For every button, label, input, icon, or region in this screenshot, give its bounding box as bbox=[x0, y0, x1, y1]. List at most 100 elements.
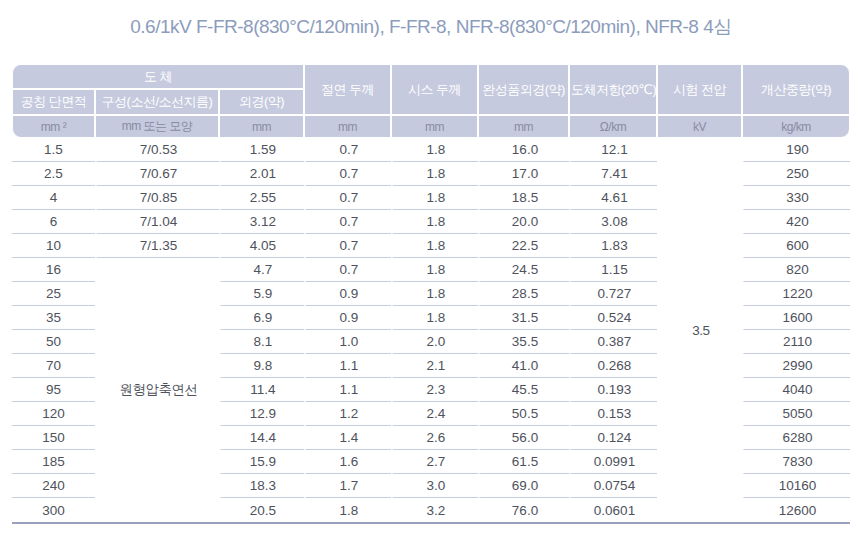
cell-sheath-thickness: 1.8 bbox=[391, 210, 478, 234]
cell-finished-od: 35.5 bbox=[478, 330, 569, 354]
cell-insulation-thickness: 0.9 bbox=[304, 282, 391, 306]
cell-sheath-thickness: 1.8 bbox=[391, 162, 478, 186]
cell-conductor-resistance: 0.193 bbox=[569, 378, 657, 402]
cell-finished-od: 17.0 bbox=[478, 162, 569, 186]
cell-nominal-area: 150 bbox=[12, 426, 95, 450]
cell-finished-od: 28.5 bbox=[478, 282, 569, 306]
cell-nominal-area: 4 bbox=[12, 186, 95, 210]
header-conductor-group: 도 체 bbox=[12, 64, 304, 89]
cell-insulation-thickness: 1.7 bbox=[304, 474, 391, 498]
cell-insulation-thickness: 1.1 bbox=[304, 354, 391, 378]
cell-approx-weight: 6280 bbox=[742, 426, 850, 450]
cell-approx-weight: 1600 bbox=[742, 306, 850, 330]
cell-finished-od: 50.5 bbox=[478, 402, 569, 426]
cell-nominal-area: 50 bbox=[12, 330, 95, 354]
cell-conductor-resistance: 3.08 bbox=[569, 210, 657, 234]
cell-nominal-area: 120 bbox=[12, 402, 95, 426]
unit-conductor-resistance: Ω/km bbox=[569, 115, 657, 138]
cell-outer-diameter: 2.01 bbox=[219, 162, 304, 186]
cell-insulation-thickness: 1.4 bbox=[304, 426, 391, 450]
cell-composition: 7/0.67 bbox=[95, 162, 219, 186]
cell-sheath-thickness: 1.8 bbox=[391, 258, 478, 282]
cell-insulation-thickness: 0.7 bbox=[304, 210, 391, 234]
cell-insulation-thickness: 1.1 bbox=[304, 378, 391, 402]
cell-finished-od: 20.0 bbox=[478, 210, 569, 234]
cell-insulation-thickness: 1.6 bbox=[304, 450, 391, 474]
cell-conductor-resistance: 0.727 bbox=[569, 282, 657, 306]
cell-sheath-thickness: 2.6 bbox=[391, 426, 478, 450]
cell-finished-od: 31.5 bbox=[478, 306, 569, 330]
cell-insulation-thickness: 0.9 bbox=[304, 306, 391, 330]
cell-finished-od: 69.0 bbox=[478, 474, 569, 498]
cell-outer-diameter: 20.5 bbox=[219, 498, 304, 522]
cell-conductor-resistance: 7.41 bbox=[569, 162, 657, 186]
cell-nominal-area: 70 bbox=[12, 354, 95, 378]
cell-outer-diameter: 11.4 bbox=[219, 378, 304, 402]
cell-sheath-thickness: 2.7 bbox=[391, 450, 478, 474]
cell-outer-diameter: 2.55 bbox=[219, 186, 304, 210]
cell-conductor-resistance: 4.61 bbox=[569, 186, 657, 210]
header-approx-weight: 개산중량(약) bbox=[742, 64, 850, 115]
header-conductor-resistance: 도체저항(20℃) bbox=[569, 64, 657, 115]
header-outer-diameter: 외경(약) bbox=[219, 89, 304, 115]
cell-nominal-area: 300 bbox=[12, 498, 95, 522]
table-body: 1.57/0.531.590.71.816.012.13.51902.57/0.… bbox=[12, 138, 850, 522]
header-composition: 구성(소선/소선지름) bbox=[95, 89, 219, 115]
cell-approx-weight: 420 bbox=[742, 210, 850, 234]
cable-spec-table: 도 체 절연 두께 시스 두께 완성품외경(약) 도체저항(20℃) 시험 전압… bbox=[12, 64, 850, 524]
unit-test-voltage: kV bbox=[657, 115, 742, 138]
cell-outer-diameter: 9.8 bbox=[219, 354, 304, 378]
cell-conductor-resistance: 0.387 bbox=[569, 330, 657, 354]
cell-approx-weight: 10160 bbox=[742, 474, 850, 498]
cell-composition-merged: 원형압축연선 bbox=[95, 258, 219, 522]
cell-composition: 7/0.85 bbox=[95, 186, 219, 210]
cell-conductor-resistance: 12.1 bbox=[569, 138, 657, 162]
cell-sheath-thickness: 3.2 bbox=[391, 498, 478, 522]
cell-insulation-thickness: 0.7 bbox=[304, 234, 391, 258]
cell-test-voltage-merged: 3.5 bbox=[657, 138, 742, 522]
cell-insulation-thickness: 0.7 bbox=[304, 186, 391, 210]
table-header: 도 체 절연 두께 시스 두께 완성품외경(약) 도체저항(20℃) 시험 전압… bbox=[12, 64, 850, 138]
cell-insulation-thickness: 0.7 bbox=[304, 258, 391, 282]
cell-outer-diameter: 14.4 bbox=[219, 426, 304, 450]
cell-nominal-area: 16 bbox=[12, 258, 95, 282]
cell-approx-weight: 820 bbox=[742, 258, 850, 282]
cell-nominal-area: 1.5 bbox=[12, 138, 95, 162]
unit-sheath-thickness: mm bbox=[391, 115, 478, 138]
cell-nominal-area: 25 bbox=[12, 282, 95, 306]
cell-sheath-thickness: 1.8 bbox=[391, 234, 478, 258]
cell-outer-diameter: 5.9 bbox=[219, 282, 304, 306]
cell-conductor-resistance: 1.15 bbox=[569, 258, 657, 282]
cell-finished-od: 24.5 bbox=[478, 258, 569, 282]
cell-nominal-area: 2.5 bbox=[12, 162, 95, 186]
cell-finished-od: 41.0 bbox=[478, 354, 569, 378]
cell-conductor-resistance: 0.0991 bbox=[569, 450, 657, 474]
cell-approx-weight: 250 bbox=[742, 162, 850, 186]
cell-composition: 7/0.53 bbox=[95, 138, 219, 162]
cell-approx-weight: 330 bbox=[742, 186, 850, 210]
cell-sheath-thickness: 2.1 bbox=[391, 354, 478, 378]
unit-nominal-area: mm ² bbox=[12, 115, 95, 138]
cell-sheath-thickness: 2.4 bbox=[391, 402, 478, 426]
header-row-units: mm ² mm 또는 모양 mm mm mm mm Ω/km kV kg/km bbox=[12, 115, 850, 138]
cell-outer-diameter: 4.7 bbox=[219, 258, 304, 282]
cell-outer-diameter: 4.05 bbox=[219, 234, 304, 258]
header-sheath-thickness: 시스 두께 bbox=[391, 64, 478, 115]
cell-conductor-resistance: 0.0601 bbox=[569, 498, 657, 522]
cell-nominal-area: 6 bbox=[12, 210, 95, 234]
cell-sheath-thickness: 1.8 bbox=[391, 138, 478, 162]
cell-sheath-thickness: 3.0 bbox=[391, 474, 478, 498]
cell-finished-od: 56.0 bbox=[478, 426, 569, 450]
cell-finished-od: 76.0 bbox=[478, 498, 569, 522]
cell-nominal-area: 240 bbox=[12, 474, 95, 498]
cell-finished-od: 16.0 bbox=[478, 138, 569, 162]
cell-insulation-thickness: 1.2 bbox=[304, 402, 391, 426]
header-insulation-thickness: 절연 두께 bbox=[304, 64, 391, 115]
cell-insulation-thickness: 1.0 bbox=[304, 330, 391, 354]
cell-finished-od: 22.5 bbox=[478, 234, 569, 258]
unit-insulation-thickness: mm bbox=[304, 115, 391, 138]
cell-nominal-area: 95 bbox=[12, 378, 95, 402]
unit-finished-od: mm bbox=[478, 115, 569, 138]
cell-insulation-thickness: 0.7 bbox=[304, 162, 391, 186]
cell-sheath-thickness: 2.0 bbox=[391, 330, 478, 354]
